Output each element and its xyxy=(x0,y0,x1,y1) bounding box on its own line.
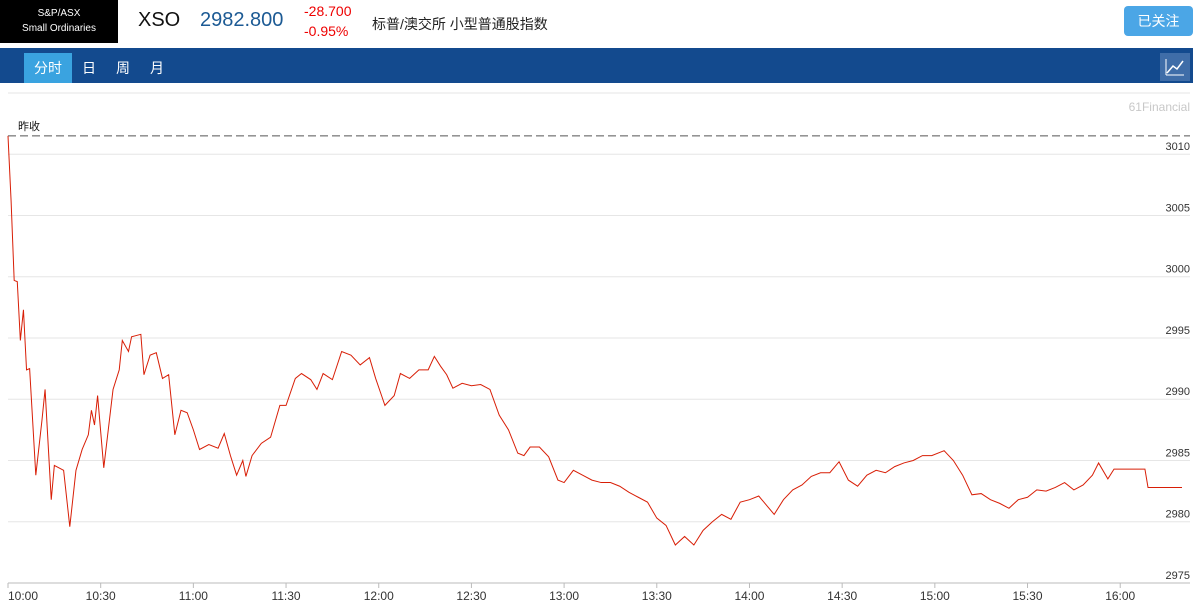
x-tick-label: 16:00 xyxy=(1105,589,1135,603)
tab[interactable]: 月 xyxy=(150,60,164,76)
watermark: 61Financial xyxy=(1129,100,1190,114)
symbol: XSO xyxy=(138,9,181,31)
change-pct: -0.95% xyxy=(304,23,349,39)
logo-line: S&P/ASX xyxy=(37,8,81,19)
tab[interactable]: 日 xyxy=(82,60,96,76)
change: -28.700 xyxy=(304,3,352,19)
x-tick-label: 13:30 xyxy=(642,589,672,603)
x-tick-label: 12:30 xyxy=(456,589,486,603)
x-tick-label: 10:30 xyxy=(86,589,116,603)
tab[interactable]: 分时 xyxy=(24,53,72,83)
icon xyxy=(1165,59,1184,76)
y-tick-label: 3000 xyxy=(1166,264,1190,276)
x-tick-label: 13:00 xyxy=(549,589,579,603)
x-tick-label: 11:00 xyxy=(179,589,208,603)
nav-bar: 分时 日 周 月 xyxy=(0,48,1193,83)
y-tick-label: 2990 xyxy=(1166,386,1190,398)
chart-icon[interactable] xyxy=(1160,53,1190,81)
y-tick-label: 2995 xyxy=(1166,325,1190,337)
x-tick-label: 12:00 xyxy=(364,589,394,603)
price-line xyxy=(7,135,1182,546)
y-tick-label: 2980 xyxy=(1166,509,1190,521)
x-tick-label: 14:30 xyxy=(827,589,857,603)
y-tick-label: 3005 xyxy=(1166,202,1190,214)
follow-button[interactable]: 已关注 xyxy=(1124,6,1193,36)
y-tick-label: 2985 xyxy=(1166,447,1190,459)
index-name: 标普/澳交所 小型普通股指数 xyxy=(372,16,548,32)
tab[interactable]: 周 xyxy=(116,60,130,76)
x-tick-label: 15:30 xyxy=(1013,589,1043,603)
x-tick-label: 11:30 xyxy=(271,589,300,603)
x-tick-label: 15:00 xyxy=(920,589,950,603)
y-tick-label: 3010 xyxy=(1166,141,1190,153)
x-tick-label: 14:00 xyxy=(734,589,764,603)
header: S&P/ASX Small Ordinaries XSO 2982.800 -28… xyxy=(0,0,1193,44)
x-tick-label: 10:00 xyxy=(8,589,38,603)
logo-line: Small Ordinaries xyxy=(22,23,96,34)
reference-label: 昨收 xyxy=(18,119,40,133)
price: 2982.800 xyxy=(200,9,284,31)
logo: S&P/ASX Small Ordinaries xyxy=(0,0,118,43)
y-tick-label: 2975 xyxy=(1166,570,1190,582)
